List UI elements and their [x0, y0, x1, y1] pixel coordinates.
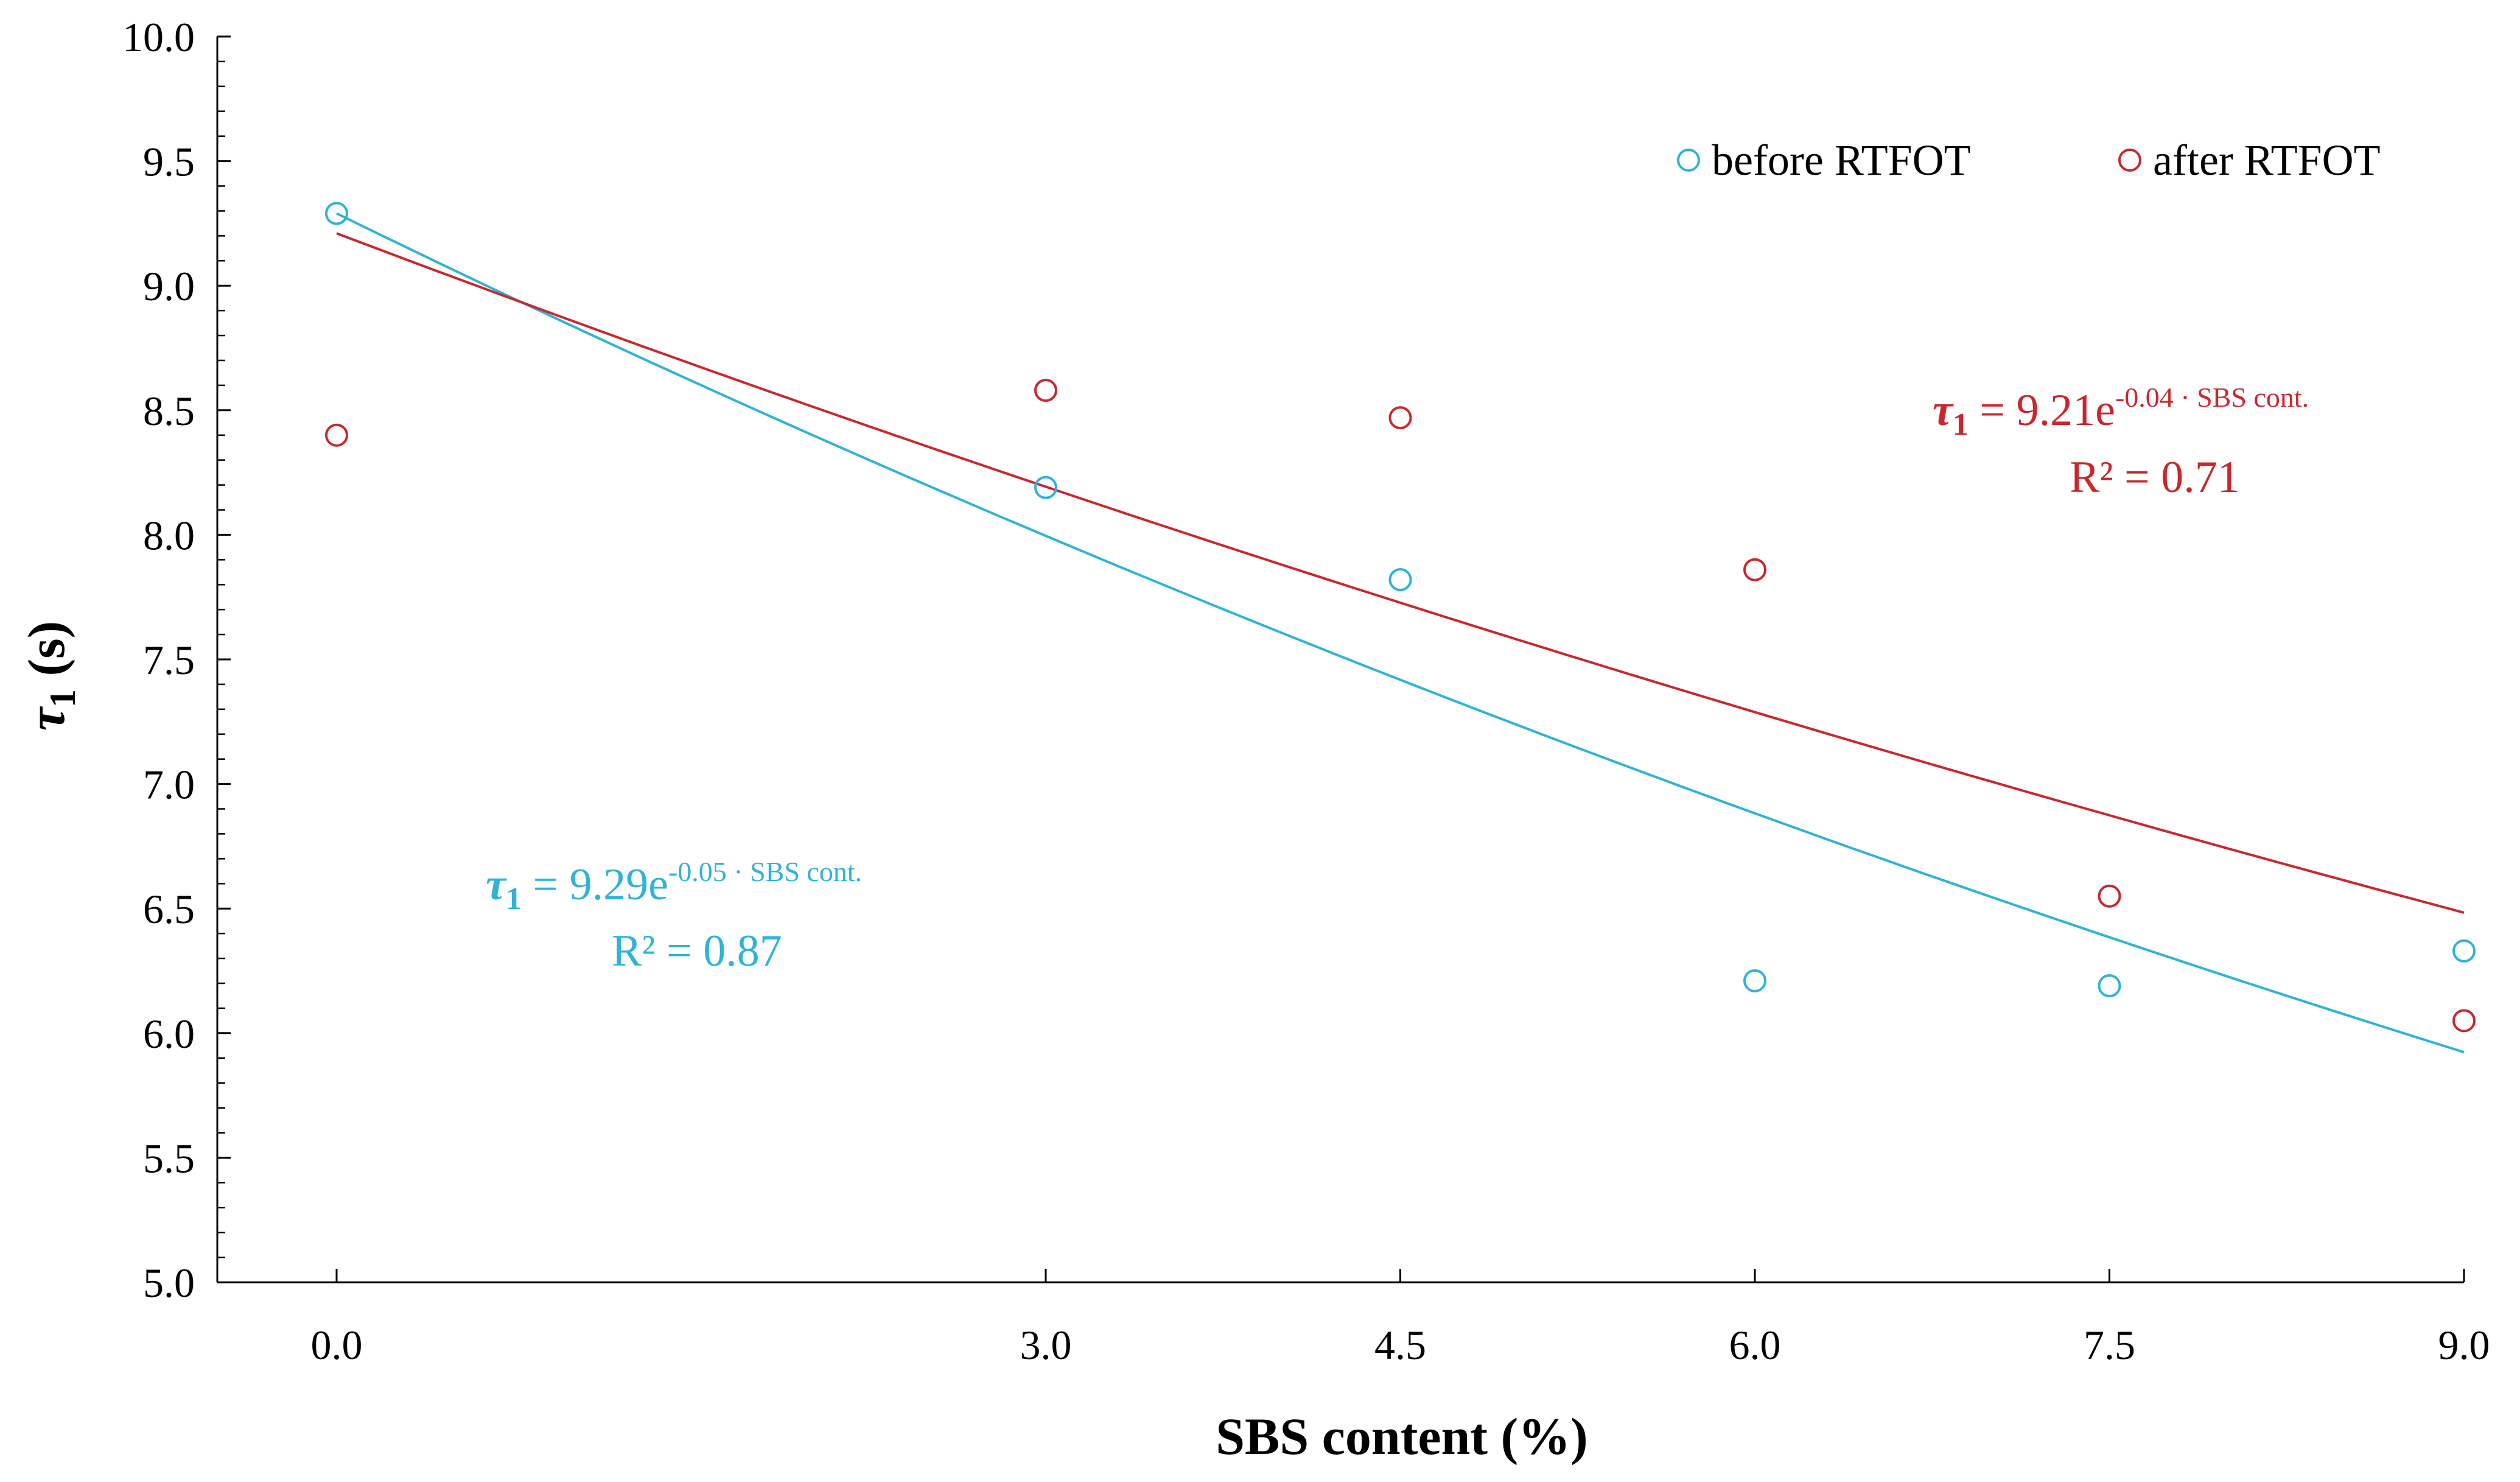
data-point-before: [1388, 568, 1412, 592]
x-tick-label: 3.0: [1020, 1322, 1072, 1368]
equation-before: τ1 = 9.29e-0.05 · SBS cont. R² = 0.87: [486, 856, 862, 976]
x-tick-label: 0.0: [311, 1322, 363, 1368]
x-tick-label: 6.0: [1729, 1322, 1781, 1368]
data-point-before: [1034, 476, 1057, 499]
equation-before-formula: τ1 = 9.29e-0.05 · SBS cont.: [486, 856, 862, 916]
y-tick-label: 8.0: [143, 512, 195, 558]
y-tick-label: 6.0: [143, 1011, 195, 1057]
y-tick-label: 5.5: [143, 1135, 195, 1181]
data-point-before: [1743, 969, 1766, 992]
y-tick-label: 9.0: [143, 263, 195, 309]
y-tick-label: 8.5: [143, 388, 195, 434]
y-tick-label: 6.5: [143, 886, 195, 932]
equation-after: τ1 = 9.21e-0.04 · SBS cont. R² = 0.71: [1933, 382, 2309, 502]
y-tick-label: 10.0: [122, 14, 195, 60]
x-tick-label: 7.5: [2084, 1322, 2135, 1368]
data-point-before: [2452, 939, 2476, 963]
x-axis-title: SBS content (%): [1216, 1407, 1588, 1466]
data-point-after: [2098, 884, 2121, 908]
data-point-after: [1388, 406, 1412, 430]
data-point-after: [325, 423, 348, 447]
trend-line-before: [336, 212, 2465, 1054]
data-point-after: [1743, 558, 1766, 581]
data-points: [325, 202, 2476, 1033]
data-point-before: [325, 202, 348, 225]
trend-lines: [336, 212, 2465, 1054]
legend-label-before: before RTFOT: [1712, 136, 1971, 184]
y-tick-label: 5.0: [143, 1260, 195, 1306]
legend: before RTFOT after RTFOT: [1677, 136, 2381, 184]
data-point-after: [2452, 1009, 2476, 1033]
equation-after-formula: τ1 = 9.21e-0.04 · SBS cont.: [1933, 382, 2309, 442]
x-tick-label: 9.0: [2438, 1322, 2490, 1368]
y-tick-label: 7.0: [143, 762, 195, 808]
data-point-after: [1034, 379, 1057, 402]
y-axis-title: τ1 (s): [17, 621, 83, 731]
data-point-before: [2098, 974, 2121, 998]
y-tick-label: 7.5: [143, 637, 195, 683]
x-axis-ticks: 0.0 3.0 4.5 6.0 7.5 9.0: [311, 1269, 2490, 1368]
equation-after-r2: R² = 0.71: [2070, 452, 2240, 502]
y-axis-ticks: 5.0 5.5 6.0 6.5 7.0 7.5 8.0 8.5 9.0 9.5 10.0: [122, 14, 231, 1306]
y-tick-label: 9.5: [143, 139, 195, 185]
legend-label-after: after RTFOT: [2153, 136, 2381, 184]
legend-marker-before: [1677, 149, 1700, 172]
legend-marker-after: [2118, 149, 2141, 172]
x-tick-label: 4.5: [1374, 1322, 1426, 1368]
equation-before-r2: R² = 0.87: [612, 926, 782, 976]
trend-line-after: [336, 232, 2465, 914]
